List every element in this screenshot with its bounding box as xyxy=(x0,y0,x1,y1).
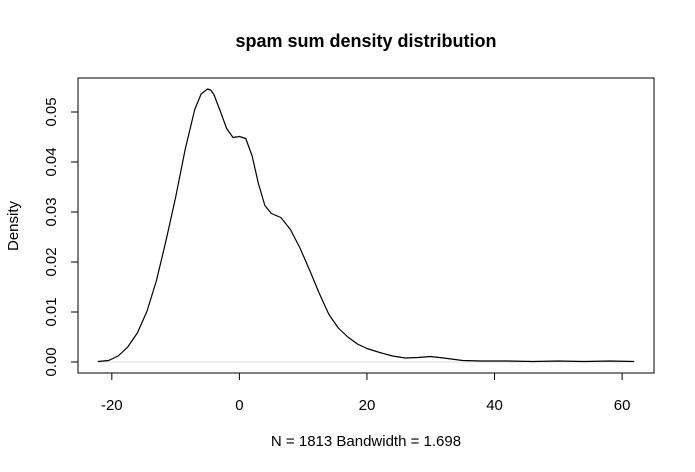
y-tick-label: 0.00 xyxy=(43,347,60,376)
x-tick-label: 40 xyxy=(486,397,503,414)
x-tick-label: -20 xyxy=(101,397,123,414)
y-tick-label: 0.02 xyxy=(43,247,60,276)
x-tick-label: 0 xyxy=(235,397,243,414)
plot-frame xyxy=(77,77,655,374)
y-tick-label: 0.05 xyxy=(43,97,60,126)
chart-title: spam sum density distribution xyxy=(235,31,496,51)
x-axis-label: N = 1813 Bandwidth = 1.698 xyxy=(271,433,461,450)
y-tick-label: 0.01 xyxy=(43,297,60,326)
x-tick-label: 60 xyxy=(614,397,631,414)
y-tick-label: 0.04 xyxy=(43,147,60,176)
y-axis-label: Density xyxy=(5,200,22,251)
x-tick-label: 20 xyxy=(359,397,376,414)
y-tick-label: 0.03 xyxy=(43,197,60,226)
density-curve xyxy=(97,88,635,363)
